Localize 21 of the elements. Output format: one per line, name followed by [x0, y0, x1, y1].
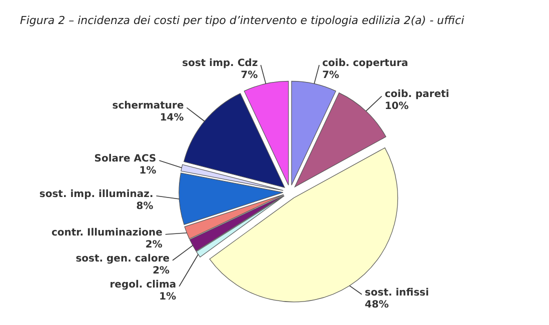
- data-label: 48%: [364, 299, 389, 310]
- data-label: 1%: [139, 166, 156, 177]
- data-label: 7%: [240, 70, 258, 82]
- slice-label: coib. pareti: [384, 89, 450, 100]
- slice-label: Solare ACS: [94, 154, 156, 165]
- slice-label: sost. imp. illuminaz.: [39, 188, 154, 200]
- data-label: 2%: [145, 239, 162, 250]
- slice-label: sost. gen. calore: [76, 253, 170, 264]
- data-label: 8%: [136, 200, 154, 212]
- data-label: 10%: [384, 101, 409, 112]
- slice-label: regol. clima: [110, 279, 176, 290]
- slice-label: contr. Illuminazione: [51, 227, 163, 238]
- data-label: 1%: [159, 291, 176, 302]
- slice-label: schermature: [112, 100, 184, 112]
- data-label: 14%: [160, 112, 184, 124]
- slice-label: coib. copertura: [322, 58, 408, 70]
- data-label: 7%: [322, 70, 340, 82]
- chart-title: Figura 2 – incidenza dei costi per tipo d’intervento e tipologia edilizia 2(a) - uffici: [20, 14, 464, 27]
- slice-label: sost imp. Cdz: [182, 58, 258, 70]
- data-label: 2%: [152, 265, 170, 276]
- slice-label: sost. infissi: [364, 287, 429, 298]
